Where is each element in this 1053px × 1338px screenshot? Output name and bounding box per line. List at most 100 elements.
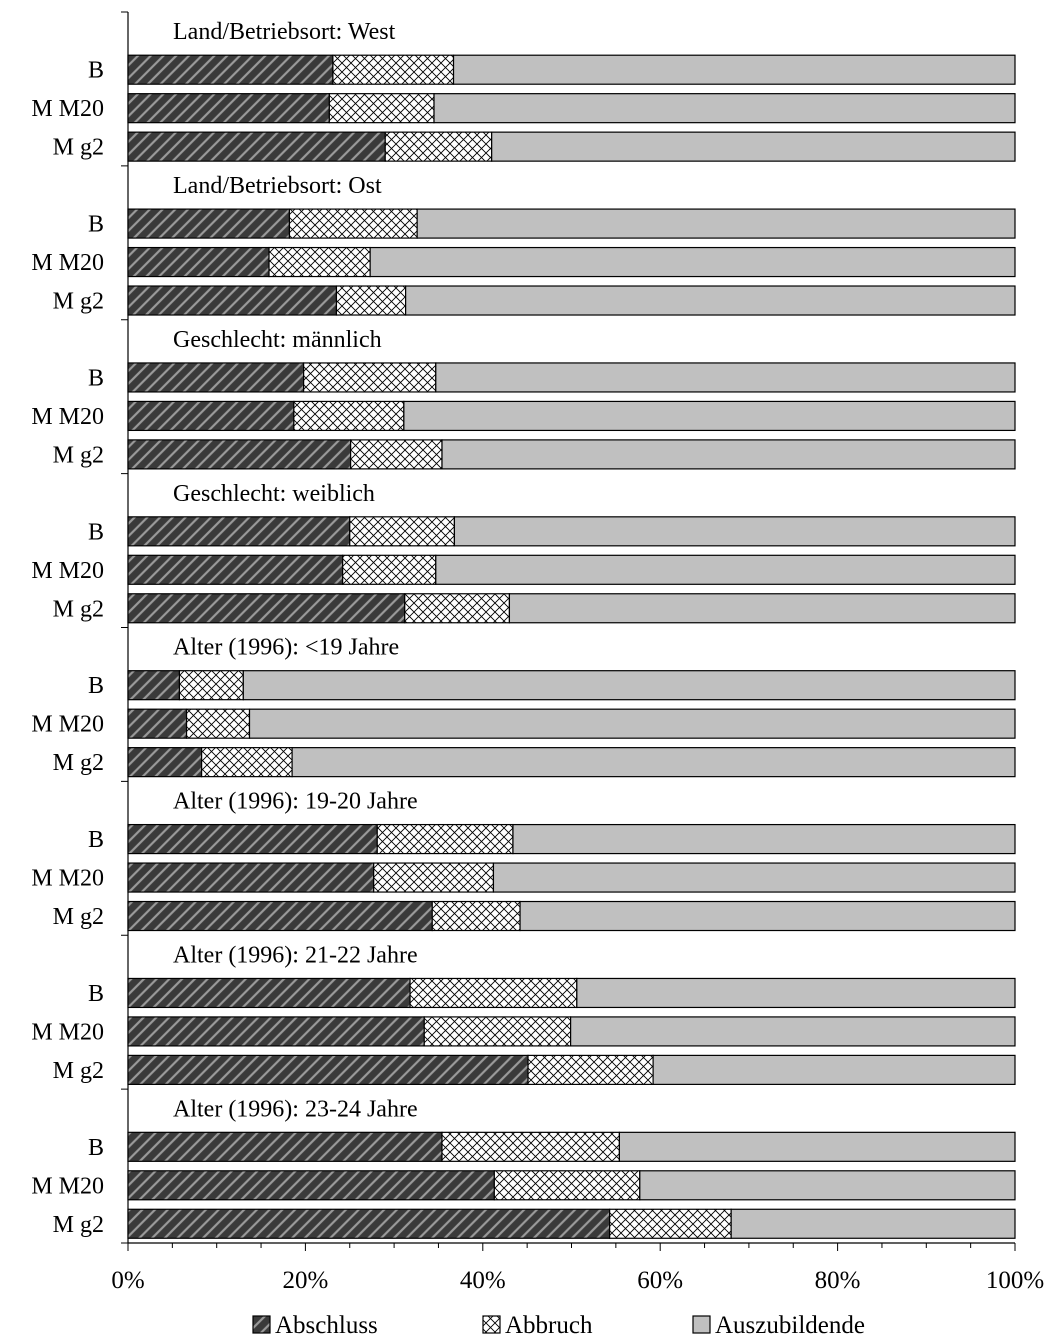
bar-segment-abbruch <box>185 708 251 739</box>
category-label: B <box>88 827 104 853</box>
bar-segment-abbruch <box>293 400 405 432</box>
bar-segment-auszubildende <box>435 554 1016 585</box>
legend-label-auszubildende: Auszubildende <box>715 1312 865 1338</box>
bar-segment-abbruch <box>349 516 456 547</box>
category-label: M g2 <box>53 442 104 468</box>
bar-segment-abschluss <box>127 285 338 316</box>
category-label: M M20 <box>31 1173 104 1199</box>
bar-segment-abschluss <box>127 977 411 1009</box>
category-label: B <box>88 673 104 699</box>
bar-segment-auszubildende <box>492 862 1016 893</box>
bar-segment-auszubildende <box>519 900 1016 932</box>
category-label: M g2 <box>53 135 104 161</box>
bar-segment-abschluss <box>127 900 433 932</box>
bar-segment-auszubildende <box>248 708 1016 739</box>
category-label: M g2 <box>53 1058 104 1084</box>
bar-segment-abschluss <box>127 516 351 547</box>
group-label: Alter (1996): 19-20 Jahre <box>173 789 418 815</box>
group-label: Land/Betriebsort: Ost <box>173 173 382 199</box>
bar-segment-abschluss <box>127 1131 443 1162</box>
bar-segment-abbruch <box>201 747 293 778</box>
bar-segment-abbruch <box>431 900 521 932</box>
bar-segment-auszubildende <box>453 516 1016 547</box>
bar-segment-abbruch <box>423 1016 572 1047</box>
bar-segment-auszubildende <box>369 246 1016 278</box>
bar-segment-auszubildende <box>405 285 1016 316</box>
category-label: M M20 <box>31 558 104 584</box>
x-tick-label: 0% <box>111 1267 144 1294</box>
bar-segment-abschluss <box>127 747 203 778</box>
bar-segment-abschluss <box>127 208 291 239</box>
bar-segment-abbruch <box>609 1208 732 1239</box>
x-tick-label: 80% <box>815 1267 861 1294</box>
bar-segment-abbruch <box>384 131 493 162</box>
bar-segment-auszubildende <box>435 362 1016 393</box>
bar-segment-abbruch <box>328 93 435 124</box>
category-label: M g2 <box>53 750 104 776</box>
category-label: M g2 <box>53 904 104 930</box>
category-label: M M20 <box>31 96 104 122</box>
bar-segment-abschluss <box>127 131 386 162</box>
bar-segment-auszubildende <box>730 1208 1016 1239</box>
category-label: B <box>88 365 104 391</box>
category-label: B <box>88 981 104 1007</box>
category-label: B <box>88 519 104 545</box>
bar-segment-abbruch <box>342 554 437 585</box>
category-label: B <box>88 1135 104 1161</box>
bar-segment-auszubildende <box>491 131 1016 162</box>
bar-segment-abschluss <box>127 593 406 624</box>
legend-label-abbruch: Abbruch <box>505 1312 593 1338</box>
bar-segment-auszubildende <box>416 208 1016 239</box>
category-label: M g2 <box>53 596 104 622</box>
legend: Abschluss Abbruch Auszubildende <box>252 1312 865 1338</box>
bar-segment-abschluss <box>127 400 295 432</box>
group-label: Alter (1996): <19 Jahre <box>173 635 399 661</box>
bar-segment-auszubildende <box>452 54 1016 85</box>
bar-segment-abschluss <box>127 1016 425 1047</box>
bar-segment-abschluss <box>127 1170 495 1201</box>
group-label: Geschlecht: weiblich <box>173 481 375 507</box>
bar-segment-abschluss <box>127 246 270 278</box>
bar-segment-auszubildende <box>403 400 1016 432</box>
bar-segment-auszubildende <box>639 1170 1016 1201</box>
x-tick-label: 20% <box>282 1267 328 1294</box>
category-label: M M20 <box>31 1019 104 1045</box>
legend-swatch-auszubildende <box>692 1315 711 1334</box>
bar-segment-abschluss <box>127 708 188 739</box>
bar-segment-abbruch <box>288 208 418 239</box>
bar-segment-auszubildende <box>242 670 1016 701</box>
bar-segment-abbruch <box>303 362 437 393</box>
category-label: M M20 <box>31 404 104 430</box>
bar-segment-abbruch <box>178 670 244 701</box>
bar-segment-abbruch <box>373 862 495 893</box>
bar-segment-abbruch <box>441 1131 620 1162</box>
bar-segment-abbruch <box>350 439 443 470</box>
bar-segment-auszubildende <box>576 977 1016 1009</box>
bar-segment-auszubildende <box>433 93 1016 124</box>
category-label: B <box>88 58 104 84</box>
plot-area: Land/Betriebsort: West B M M20 M g2 Land/Bet… <box>31 11 1016 1244</box>
legend-swatch-abschluss <box>252 1315 271 1334</box>
bar-segment-auszubildende <box>508 593 1016 624</box>
bar-segment-abschluss <box>127 362 305 393</box>
bar-segment-abschluss <box>127 439 352 470</box>
bar-segment-abbruch <box>335 285 407 316</box>
bar-segment-auszubildende <box>291 747 1016 778</box>
category-label: M g2 <box>53 1212 104 1238</box>
bar-segment-abschluss <box>127 54 334 85</box>
bar-segment-abschluss <box>127 862 375 893</box>
bar-segment-abschluss <box>127 1054 529 1085</box>
legend-swatch-abbruch <box>482 1315 501 1334</box>
bar-segment-auszubildende <box>652 1054 1016 1085</box>
x-tick-label: 60% <box>637 1267 683 1294</box>
group-label: Geschlecht: männlich <box>173 327 382 353</box>
bar-segment-abbruch <box>332 54 455 85</box>
category-label: M g2 <box>53 289 104 315</box>
bar-segment-abbruch <box>409 977 578 1009</box>
bar-segment-abschluss <box>127 823 378 855</box>
bar-segment-auszubildende <box>570 1016 1016 1047</box>
bar-segment-abschluss <box>127 670 181 701</box>
category-label: M M20 <box>31 866 104 892</box>
x-tick-label: 100% <box>986 1267 1044 1294</box>
